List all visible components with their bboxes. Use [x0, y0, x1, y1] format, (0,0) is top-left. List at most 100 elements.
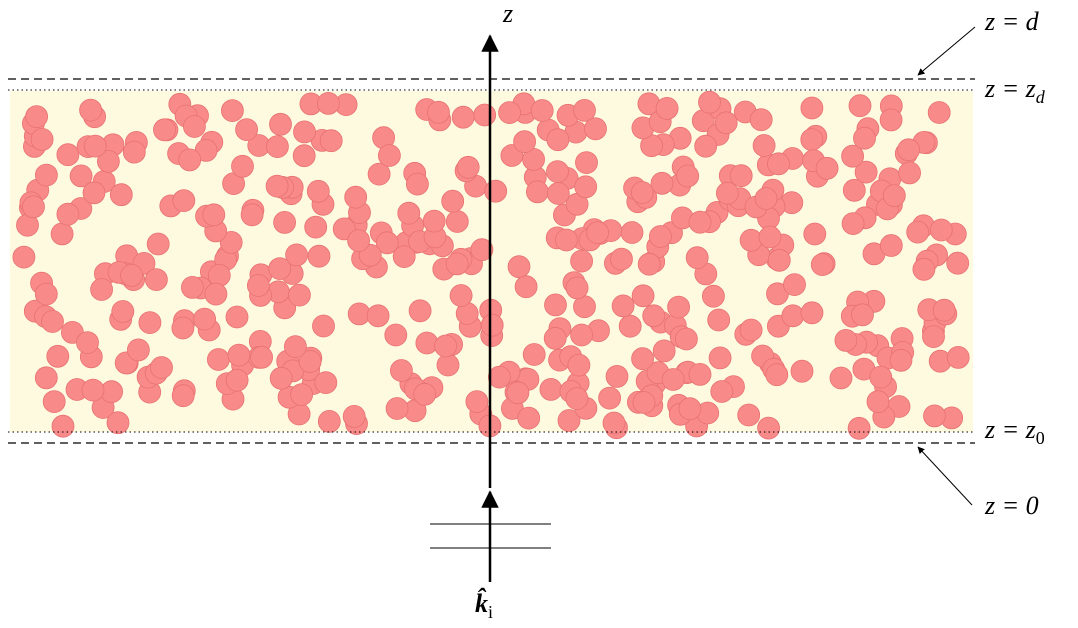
particle — [716, 182, 738, 204]
particle — [488, 366, 510, 388]
particle — [930, 219, 952, 241]
particle — [566, 277, 588, 299]
particle — [80, 99, 102, 121]
particle — [247, 275, 269, 297]
particle — [269, 258, 291, 280]
particle — [759, 226, 781, 248]
particle — [547, 183, 569, 205]
particle — [571, 250, 593, 272]
particle — [632, 285, 654, 307]
particle — [545, 294, 567, 316]
particle — [677, 165, 699, 187]
particle — [880, 235, 902, 257]
label-0: z = 0 — [984, 491, 1039, 520]
particle — [649, 226, 671, 248]
particle — [345, 186, 367, 208]
particle — [695, 135, 717, 157]
particle — [606, 365, 628, 387]
particle — [139, 312, 161, 334]
particle — [768, 249, 790, 271]
label-sub: 0 — [1036, 428, 1045, 448]
particle — [84, 135, 106, 157]
particle — [52, 415, 74, 437]
particle — [390, 360, 412, 382]
particle — [801, 97, 823, 119]
particle — [689, 211, 711, 233]
particle — [82, 379, 104, 401]
particle — [708, 309, 730, 331]
particle — [890, 349, 912, 371]
particle — [317, 92, 339, 114]
particle — [750, 109, 772, 131]
particle — [172, 385, 194, 407]
particle — [544, 327, 566, 349]
particle — [236, 119, 258, 141]
particle — [679, 398, 701, 420]
particle — [83, 182, 105, 204]
particle — [571, 324, 593, 346]
particle — [266, 175, 288, 197]
particle — [711, 381, 733, 403]
particle — [709, 347, 731, 369]
particle — [121, 264, 143, 286]
particle — [386, 398, 408, 420]
particle — [568, 354, 590, 376]
particle — [515, 276, 537, 298]
label-d: z = d — [984, 7, 1040, 36]
particle — [842, 213, 864, 235]
particle — [437, 354, 459, 376]
particle — [801, 129, 823, 151]
particle — [928, 102, 950, 124]
particle — [226, 369, 248, 391]
label-main: k̂ — [475, 589, 488, 618]
particle — [205, 283, 227, 305]
particle — [947, 252, 969, 274]
particle — [398, 202, 420, 224]
particle — [251, 346, 273, 368]
particle — [702, 285, 724, 307]
particle — [811, 254, 833, 276]
particle — [907, 221, 929, 243]
particle — [450, 285, 472, 307]
particle — [913, 258, 935, 280]
particle — [414, 383, 436, 405]
particle — [348, 230, 370, 252]
particle — [526, 181, 548, 203]
particle — [801, 302, 823, 324]
particle — [343, 405, 365, 427]
particle — [47, 345, 69, 367]
particle — [315, 372, 337, 394]
particle — [228, 344, 250, 366]
particle — [898, 139, 920, 161]
particle — [270, 367, 292, 389]
particle — [867, 391, 889, 413]
particle — [947, 346, 969, 368]
particle — [266, 136, 288, 158]
label-k: k̂i — [475, 589, 493, 622]
particle — [870, 366, 892, 388]
particle — [566, 388, 588, 410]
particle — [507, 382, 529, 404]
particle — [633, 392, 655, 414]
particle — [435, 335, 457, 357]
particle — [753, 135, 775, 157]
particle — [612, 295, 634, 317]
particle — [385, 324, 407, 346]
particle — [804, 223, 826, 245]
particle — [320, 130, 342, 152]
particle — [367, 305, 389, 327]
particle — [784, 274, 806, 296]
leader-d — [918, 27, 975, 75]
particle — [378, 145, 400, 167]
particle — [226, 306, 248, 328]
particle — [457, 156, 479, 178]
particle — [621, 222, 643, 244]
particle — [42, 311, 64, 333]
particle — [585, 118, 607, 140]
particle — [208, 264, 230, 286]
particle — [43, 391, 65, 413]
particle — [151, 357, 173, 379]
particle — [924, 405, 946, 427]
particle — [442, 190, 464, 212]
particle — [318, 410, 340, 432]
